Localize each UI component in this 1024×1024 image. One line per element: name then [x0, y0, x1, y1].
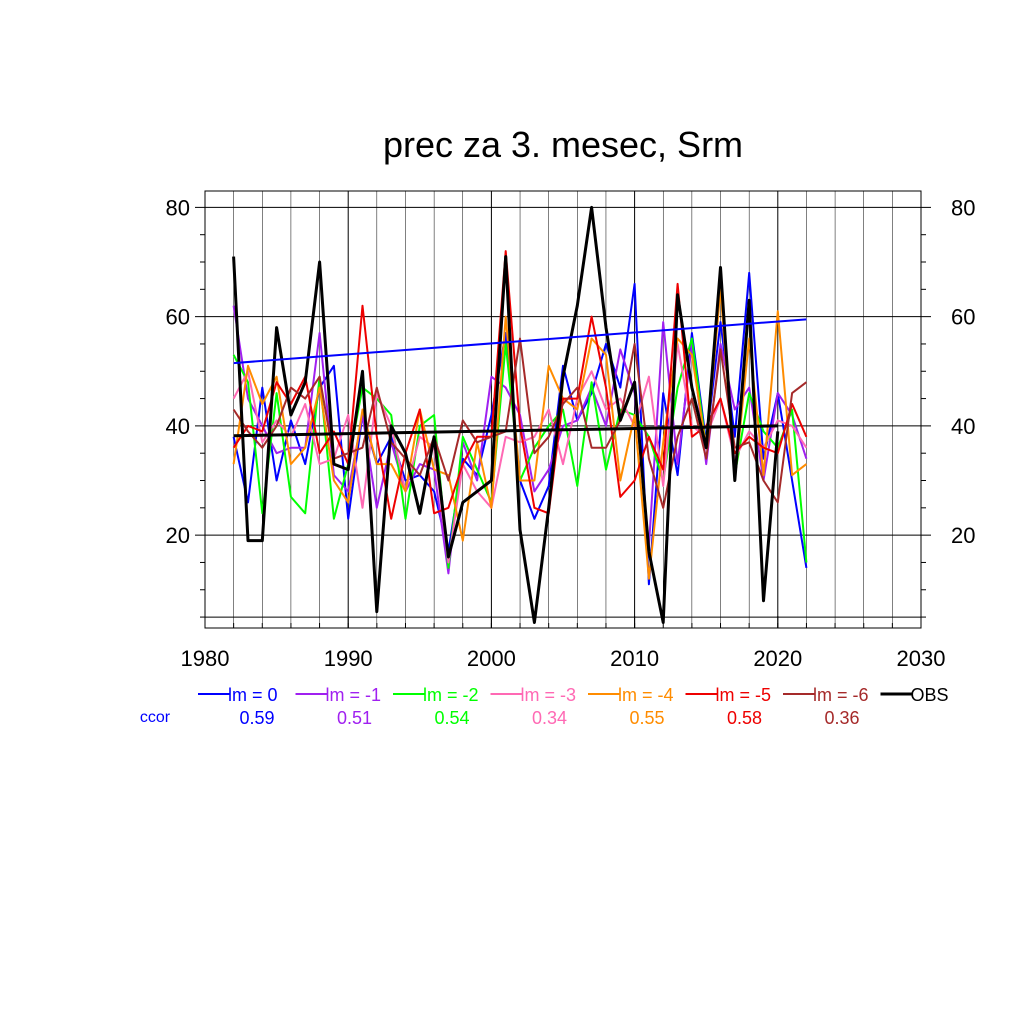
legend-ccor-value: 0.55 [629, 708, 664, 728]
legend-label: lm = -3 [521, 685, 577, 705]
legend-label: OBS [911, 685, 949, 705]
series-line [232, 205, 780, 624]
legend: ccor lm = 0 0.59 lm = -1 0.51 lm = -2 0.54 lm … [140, 685, 949, 728]
legend-ccor-value: 0.59 [239, 708, 274, 728]
x-tick-label: 1990 [324, 646, 373, 671]
y-tick-label-left: 60 [166, 305, 190, 330]
x-tick-label: 2010 [610, 646, 659, 671]
plot-area [232, 205, 808, 624]
y-tick-label-left: 80 [166, 195, 190, 220]
ccor-label: ccor [140, 709, 171, 726]
axis-ticks [195, 206, 931, 628]
trend-line [233, 318, 807, 365]
legend-label: lm = -1 [326, 685, 382, 705]
x-tick-label: 2030 [897, 646, 946, 671]
y-tick-label-right: 40 [951, 414, 975, 439]
legend-label: lm = -5 [716, 685, 772, 705]
legend-label: lm = 0 [228, 685, 278, 705]
legend-ccor-value: 0.36 [824, 708, 859, 728]
legend-ccor-value: 0.34 [532, 708, 567, 728]
legend-label: lm = -2 [423, 685, 479, 705]
x-tick-label: 2000 [467, 646, 516, 671]
series-line [232, 337, 808, 509]
x-tick-label: 2020 [753, 646, 802, 671]
legend-ccor-value: 0.58 [727, 708, 762, 728]
plot-frame [204, 190, 922, 629]
legend-label: lm = -6 [813, 685, 869, 705]
y-tick-label-right: 80 [951, 195, 975, 220]
legend-ccor-value: 0.54 [434, 708, 469, 728]
y-tick-label-right: 60 [951, 305, 975, 330]
trend-line [233, 424, 778, 438]
x-tick-label: 1980 [181, 646, 230, 671]
legend-label: lm = -4 [618, 685, 674, 705]
y-tick-label-left: 20 [166, 523, 190, 548]
legend-ccor-value: 0.51 [337, 708, 372, 728]
y-tick-label-right: 20 [951, 523, 975, 548]
chart-title: prec za 3. mesec, Srm [383, 124, 743, 165]
y-tick-label-left: 40 [166, 414, 190, 439]
